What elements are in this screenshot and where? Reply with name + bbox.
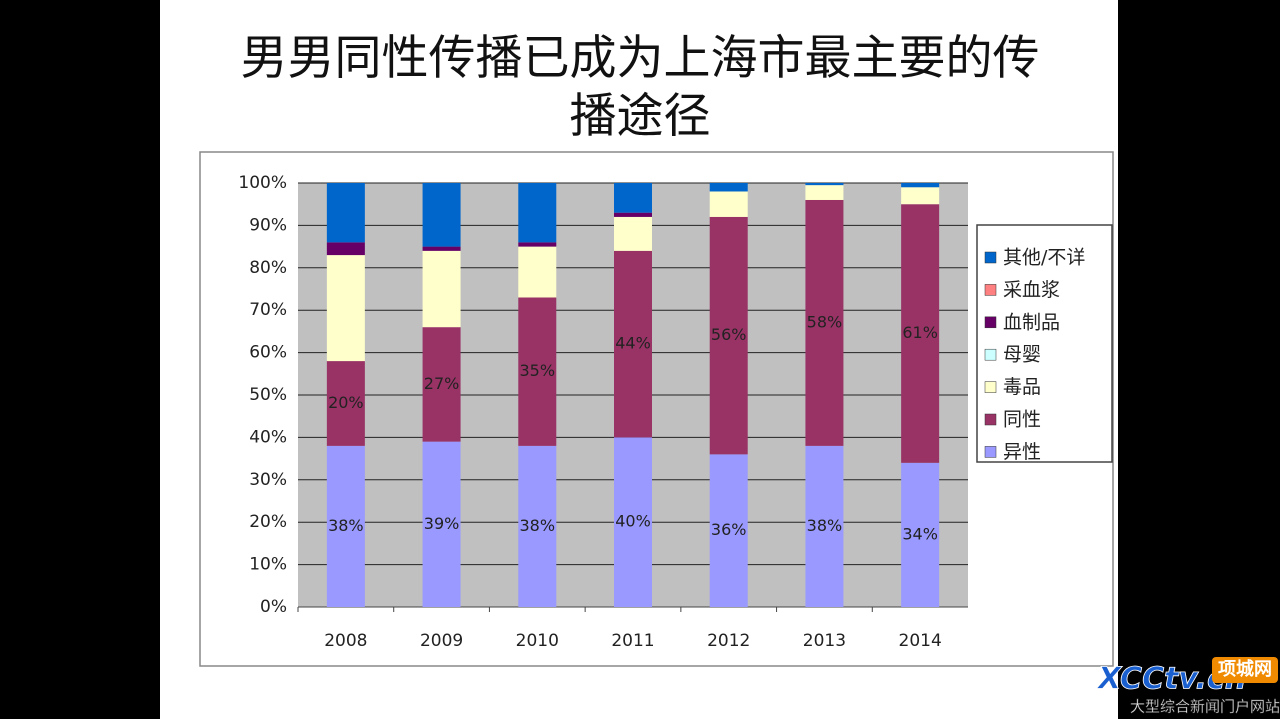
bar-segment [614,183,652,213]
bar-segment [901,204,940,463]
value-label: 38% [328,516,364,535]
y-tick-label: 50% [249,385,287,405]
legend-swatch [984,251,997,264]
watermark-site: 项城网 [1218,658,1272,680]
y-tick-label: 0% [260,597,287,617]
y-tick-label: 60% [249,343,287,363]
bar-segment [326,361,365,446]
y-tick-label: 30% [249,470,287,490]
bar-segment [326,183,365,243]
value-label: 20% [328,393,364,412]
value-label: 35% [520,361,556,380]
legend-label: 母婴 [1003,344,1041,366]
x-tick-label: 2009 [420,631,463,651]
legend-label: 同性 [1003,409,1041,431]
bar-segment [518,183,557,243]
y-tick-label: 40% [249,427,287,447]
bar-segment [422,327,461,442]
bar-segment [614,212,652,217]
bar-segment [709,191,748,217]
chart-title: 男男同性传播已成为上海市最主要的传播途径 [240,31,1040,144]
value-label: 36% [711,520,747,539]
x-tick-label: 2011 [611,631,654,651]
bar-segment [901,183,940,188]
bar-segment [326,445,365,607]
legend-swatch [984,381,997,393]
bar-segment [709,183,748,192]
bar-segment [422,441,461,607]
value-label: 39% [424,514,460,533]
x-tick-label: 2012 [707,631,750,651]
legend-swatch [984,316,997,329]
bar-segment [614,216,652,251]
legend-swatch [984,413,997,426]
legend-label: 采血浆 [1003,279,1060,301]
value-label: 61% [902,323,938,342]
value-label: 27% [424,374,460,393]
y-tick-label: 100% [238,173,287,193]
bar-segment [614,250,652,438]
value-label: 38% [520,516,556,535]
legend [976,224,1113,463]
bar-segment [901,462,940,607]
value-label: 44% [615,334,651,353]
y-tick-label: 90% [249,215,287,235]
value-label: 34% [902,524,938,543]
x-tick-label: 2013 [803,631,846,651]
watermark-badge [1212,657,1278,683]
bar-segment [326,255,365,362]
bar-segment [422,250,461,328]
bar-segment [326,242,365,256]
legend-swatch [984,348,997,361]
value-label: 40% [615,512,651,531]
x-tick-label: 2010 [516,631,559,651]
bar-segment [901,187,940,205]
legend-swatch [984,284,997,296]
y-tick-label: 80% [249,258,287,278]
bar-segment [805,183,844,186]
legend-label: 毒品 [1003,376,1041,398]
bar-segment [518,246,557,298]
bar-segment [518,242,557,247]
value-label: 56% [711,325,747,344]
watermark-slogan: 大型综合新闻门户网站 [1130,698,1280,716]
bar-segment [709,454,748,607]
legend-label: 其他/不详 [1003,247,1085,269]
bar-segment [518,445,557,607]
bar-segment [422,183,461,247]
y-tick-label: 10% [249,555,287,575]
legend-label: 异性 [1003,441,1041,463]
y-tick-label: 20% [249,512,287,532]
value-label: 38% [807,516,843,535]
bar-segment [518,297,557,446]
bar-segment [614,437,652,607]
bar-segment [709,216,748,455]
bar-segment [805,185,844,200]
x-tick-label: 2014 [899,631,942,651]
bar-segment [422,246,461,251]
legend-swatch [984,446,997,458]
x-tick-label: 2008 [324,631,367,651]
legend-label: 血制品 [1003,311,1060,333]
value-label: 58% [807,312,843,331]
bar-segment [805,445,844,607]
bar-segment [805,199,844,446]
y-tick-label: 70% [249,300,287,320]
